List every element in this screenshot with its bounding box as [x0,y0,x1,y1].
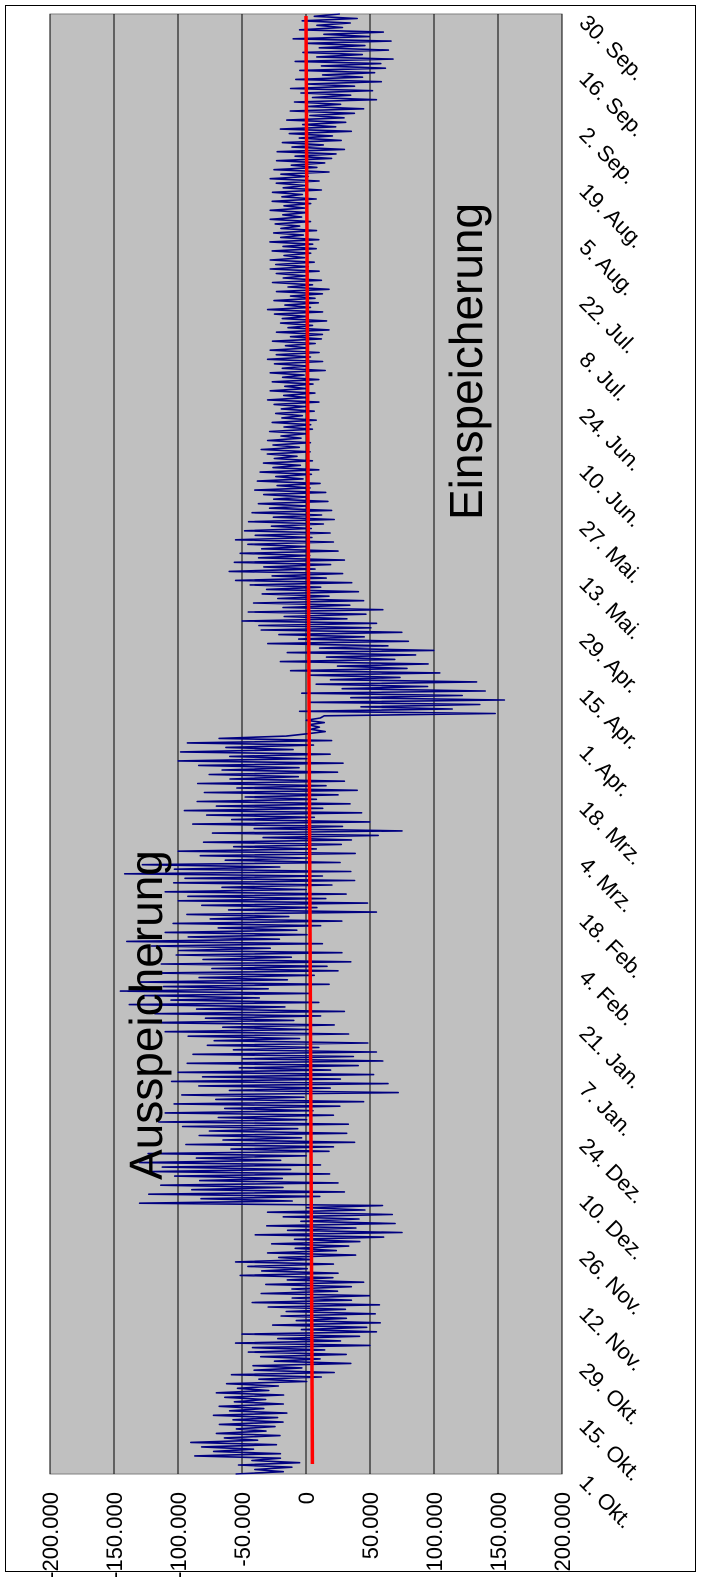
y-tick-label: 50.000 [358,1492,383,1559]
y-tick-label: -50.000 [230,1492,255,1567]
y-tick-labels: 200.000 150.000 100.000 50.000 0 -50.000 -100.… [38,1492,575,1577]
y-tick-label: 150.000 [486,1492,511,1572]
chart-frame [5,5,696,1572]
y-tick-label: 0 [294,1492,319,1504]
y-tick-label: -200.000 [38,1492,63,1577]
annotation-einspeicherung: Einspeicherung [440,203,492,520]
x-tick-labels: 1. Okt.15. Okt.29. Okt.12. Nov.26. Nov.1… [574,10,650,1533]
x-tick-label: 15. Apr. [574,684,644,754]
storage-flow-series [119,13,506,1475]
y-tick-label: 100.000 [422,1492,447,1572]
y-tick-label: 200.000 [550,1492,575,1572]
x-tick-label: 15. Okt. [574,1414,646,1486]
x-tick-label: 22. Jul. [574,291,642,359]
y-tick-label: -150.000 [102,1492,127,1577]
series-line [119,13,506,1475]
annotations: Ausspeicherung Einspeicherung [120,203,492,1180]
mean-line [304,15,315,1465]
annotation-ausspeicherung: Ausspeicherung [120,850,172,1180]
trend-line [304,15,315,1465]
y-tick-label: -100.000 [166,1492,191,1577]
